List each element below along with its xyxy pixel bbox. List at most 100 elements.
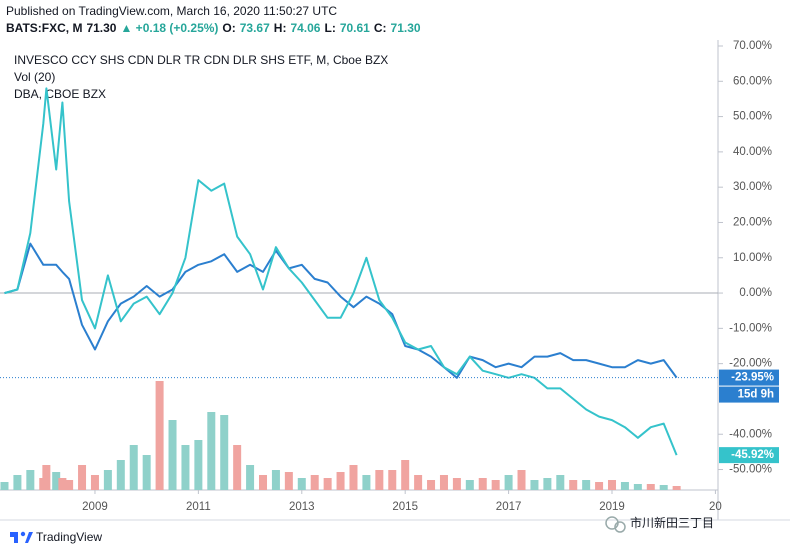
watermark-text: 市川新田三丁目 bbox=[630, 515, 714, 530]
logo-icon bbox=[20, 531, 26, 537]
volume-bar bbox=[194, 440, 203, 490]
volume-bar bbox=[414, 475, 423, 490]
legend: INVESCO CCY SHS CDN DLR TR CDN DLR SHS E… bbox=[14, 53, 388, 101]
volume-bar bbox=[452, 478, 461, 490]
volume-bar bbox=[310, 475, 319, 490]
y-tick-label: 20.00% bbox=[733, 217, 772, 229]
y-tick-label: 40.00% bbox=[733, 146, 772, 158]
legend-entry: INVESCO CCY SHS CDN DLR TR CDN DLR SHS E… bbox=[14, 53, 388, 67]
volume-bar bbox=[220, 415, 229, 490]
legend-entry: DBA, CBOE BZX bbox=[14, 87, 106, 101]
volume-bars bbox=[0, 381, 681, 490]
y-tick-label: -10.00% bbox=[729, 322, 772, 334]
axes: 70.00% 60.00% 50.00% 40.00% 30.00% 20.00% 10.0… bbox=[82, 40, 772, 513]
y-tick-label: 50.00% bbox=[733, 111, 772, 123]
volume-bar bbox=[569, 480, 578, 490]
volume-bar bbox=[168, 420, 177, 490]
volume-bar bbox=[401, 460, 410, 490]
x-tick-label: 2015 bbox=[392, 501, 418, 513]
volume-bar bbox=[207, 412, 216, 490]
volume-bar bbox=[633, 484, 642, 490]
subtitle-part: 71.30 bbox=[86, 21, 116, 35]
volume-bar bbox=[0, 482, 9, 490]
volume-bar bbox=[78, 465, 87, 490]
subtitle-part: L: bbox=[324, 21, 335, 35]
x-tick-label: 2019 bbox=[599, 501, 625, 513]
volume-bar bbox=[13, 475, 22, 490]
watermark-icon bbox=[614, 521, 626, 533]
volume-bar bbox=[465, 480, 474, 490]
volume-bar bbox=[155, 381, 164, 490]
subtitle-part: H: bbox=[274, 21, 287, 35]
last-value-label: -45.92% bbox=[731, 449, 774, 461]
volume-bar bbox=[142, 455, 151, 490]
x-tick-label: 2013 bbox=[289, 501, 315, 513]
volume-bar bbox=[284, 472, 293, 490]
volume-bar bbox=[90, 475, 99, 490]
countdown-box bbox=[719, 386, 779, 403]
x-tick-label: 20 bbox=[709, 501, 722, 513]
y-tick-label: -20.00% bbox=[729, 358, 772, 370]
subtitle-part: 70.61 bbox=[340, 21, 370, 35]
legend-entry: Vol (20) bbox=[14, 70, 55, 84]
x-tick-label: 2017 bbox=[496, 501, 522, 513]
volume-bar bbox=[181, 445, 190, 490]
volume-bar bbox=[478, 478, 487, 490]
volume-bar bbox=[427, 480, 436, 490]
volume-bar bbox=[349, 465, 358, 490]
volume-bar bbox=[246, 465, 255, 490]
last-value-box bbox=[719, 369, 779, 386]
volume-bar bbox=[517, 470, 526, 490]
watermark: 市川新田三丁目 bbox=[605, 515, 714, 533]
y-tick-label: 30.00% bbox=[733, 181, 772, 193]
volume-bar bbox=[103, 470, 112, 490]
volume-bar bbox=[439, 475, 448, 490]
volume-bar bbox=[116, 460, 125, 490]
volume-bar bbox=[491, 480, 500, 490]
countdown-label: 15d 9h bbox=[738, 389, 774, 401]
volume-bar bbox=[259, 475, 268, 490]
volume-bar bbox=[375, 470, 384, 490]
volume-bar bbox=[620, 482, 629, 490]
y-tick-label: 60.00% bbox=[733, 75, 772, 87]
volume-bar bbox=[323, 478, 332, 490]
volume-bar bbox=[659, 485, 668, 490]
volume-bar bbox=[362, 475, 371, 490]
volume-bar bbox=[543, 478, 552, 490]
logo-text: TradingView bbox=[36, 530, 102, 544]
y-tick-label: -50.00% bbox=[729, 464, 772, 476]
logo: TradingView bbox=[10, 530, 102, 544]
volume-bar bbox=[271, 470, 280, 490]
subtitle-part: 71.30 bbox=[391, 21, 421, 35]
volume-bar bbox=[297, 478, 306, 490]
volume-bar bbox=[336, 472, 345, 490]
subtitle-part: 74.06 bbox=[290, 21, 320, 35]
x-tick-label: 2011 bbox=[186, 501, 211, 513]
logo-icon bbox=[10, 532, 18, 537]
subtitle-part: ▲ +0.18 (+0.25%) bbox=[120, 21, 218, 35]
y-tick-label: 0.00% bbox=[739, 287, 772, 299]
last-value-box bbox=[719, 447, 779, 464]
subtitle-part: 73.67 bbox=[240, 21, 270, 35]
series-line bbox=[4, 87, 678, 456]
volume-bar bbox=[582, 480, 591, 490]
volume-bar bbox=[595, 482, 604, 490]
series-line bbox=[4, 242, 678, 379]
volume-bar bbox=[42, 465, 51, 490]
volume-bar bbox=[504, 475, 513, 490]
volume-bar bbox=[26, 470, 35, 490]
logo-icon bbox=[25, 532, 33, 543]
y-tick-label: 10.00% bbox=[733, 252, 772, 264]
chart-subtitle: BATS:FXC, M 71.30 ▲ +0.18 (+0.25%) O: 73.67 H… bbox=[6, 21, 421, 35]
volume-bar bbox=[646, 484, 655, 490]
volume-bar bbox=[608, 480, 617, 490]
volume-bar bbox=[129, 445, 138, 490]
volume-bar bbox=[58, 478, 67, 490]
subtitle-part: BATS:FXC, M bbox=[6, 21, 82, 35]
subtitle-part: C: bbox=[374, 21, 387, 35]
volume-bar bbox=[52, 472, 61, 490]
volume-bar bbox=[556, 475, 565, 490]
volume-bar bbox=[65, 480, 74, 490]
subtitle-part: O: bbox=[222, 21, 235, 35]
